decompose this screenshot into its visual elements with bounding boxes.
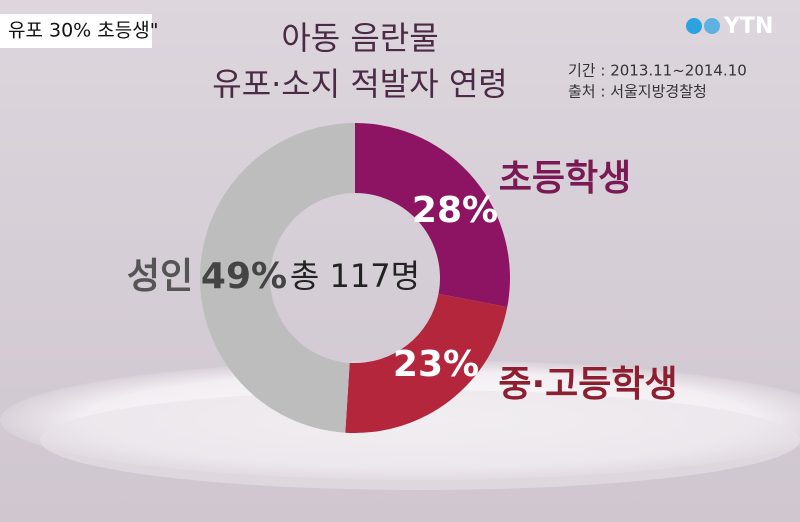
center-label: 총 117명 [290,257,420,295]
donut-segment [345,293,508,433]
donut-segment [355,123,510,308]
platform-shadow [40,390,800,490]
value-label: 23% [393,344,479,385]
source: 출처 : 서울지방경찰청 [568,83,707,101]
chart-title: 아동 음란물 [281,19,438,57]
value-label: 49% [201,256,287,297]
logo: YTN [723,14,773,39]
category-label: 초등학생 [499,158,631,199]
source: 기간 : 2013.11~2014.10 [568,62,747,80]
category-label: 중·고등학생 [498,364,677,405]
category-label: 성인 [127,256,193,297]
chart-subtitle: 유포·소지 적발자 연령 [212,65,507,103]
donut-segment [199,123,355,433]
ticker: 유포 30% 초등생" [8,20,158,42]
ticker-box [0,14,152,48]
logo-dot [686,18,702,34]
logo-dot [704,18,720,34]
value-label: 28% [412,190,498,231]
